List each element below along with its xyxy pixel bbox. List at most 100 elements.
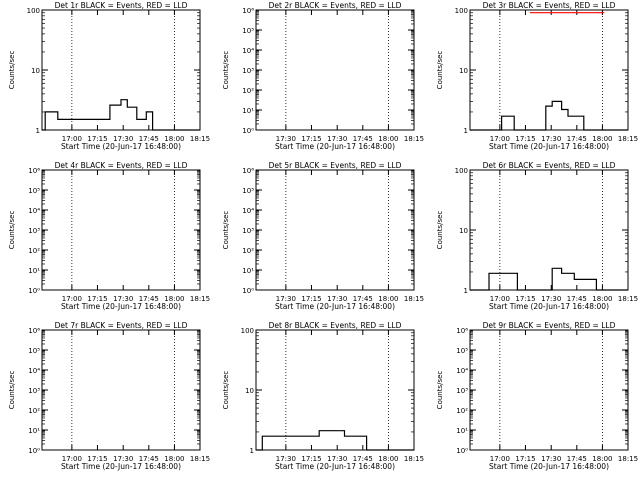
- chart-4-xlabel: Start Time (20-Jun-17 16:48:00): [61, 302, 181, 311]
- chart-5-ytick-label-6: 10⁵: [242, 187, 254, 195]
- chart-1-title: Det 1r BLACK = Events, RED = LLD: [55, 1, 188, 10]
- chart-3-xlabel: Start Time (20-Jun-17 16:48:00): [489, 142, 609, 151]
- chart-4-xtick-label-3: 17:30: [113, 295, 133, 303]
- chart-6-xtick-label-3: 17:30: [541, 295, 561, 303]
- chart-4-ylabel: Counts/sec: [8, 211, 16, 250]
- chart-9-frame: [469, 329, 629, 451]
- chart-5-ylabel: Counts/sec: [222, 211, 230, 250]
- chart-6-series-events-1: [470, 267, 628, 291]
- chart-3-xtick-label-1: 17:00: [490, 135, 510, 143]
- chart-8-ytick-label-2: 10: [245, 387, 254, 395]
- chart-5-ytick-label-3: 10²: [242, 247, 254, 255]
- chart-7-xtick-label-5: 18:00: [164, 455, 184, 463]
- chart-1-ytick-label-2: 10: [31, 67, 40, 75]
- chart-7-xlabel: Start Time (20-Jun-17 16:48:00): [61, 462, 181, 471]
- chart-4-ytick-label-4: 10³: [28, 227, 40, 235]
- chart-4-xtick-label-6: 18:15: [190, 295, 210, 303]
- chart-4-ytick-label-6: 10⁵: [28, 187, 40, 195]
- chart-9-xlabel: Start Time (20-Jun-17 16:48:00): [489, 462, 609, 471]
- chart-2-ytick-label-2: 10¹: [242, 107, 254, 115]
- chart-4-ytick-label-7: 10⁶: [28, 167, 40, 175]
- chart-3-frame: [469, 9, 629, 131]
- chart-7-xtick-label-6: 18:15: [190, 455, 210, 463]
- chart-1-xlabel: Start Time (20-Jun-17 16:48:00): [61, 142, 181, 151]
- chart-1-ytick-label-3: 100: [27, 7, 40, 15]
- chart-9-xtick-label-5: 18:00: [592, 455, 612, 463]
- chart-7-ylabel: Counts/sec: [8, 371, 16, 410]
- chart-8-xtick-label-3: 17:30: [327, 455, 347, 463]
- chart-9-ytick-label-4: 10³: [456, 387, 468, 395]
- chart-5-xtick-label-2: 17:15: [301, 295, 321, 303]
- chart-7-ytick-label-4: 10³: [28, 387, 40, 395]
- chart-9-ytick-label-1: 10⁰: [456, 447, 468, 455]
- chart-7-xtick-label-4: 17:45: [139, 455, 159, 463]
- chart-2-xtick-label-6: 18:15: [404, 135, 424, 143]
- chart-6-xtick-label-1: 17:00: [490, 295, 510, 303]
- chart-8-xtick-label-4: 17:45: [353, 455, 373, 463]
- chart-5-xtick-label-3: 17:30: [327, 295, 347, 303]
- chart-1-ytick-label-1: 1: [36, 127, 40, 135]
- chart-2-xtick-label-3: 17:30: [327, 135, 347, 143]
- chart-1-xtick-label-1: 17:00: [62, 135, 82, 143]
- chart-3-series-events-1: [470, 100, 628, 131]
- chart-2-xtick-label-2: 17:15: [301, 135, 321, 143]
- chart-5-xtick-label-1: 17:30: [276, 295, 296, 303]
- chart-2-xtick-label-1: 17:30: [276, 135, 296, 143]
- chart-8-ytick-label-1: 1: [250, 447, 254, 455]
- chart-2-xlabel: Start Time (20-Jun-17 16:48:00): [275, 142, 395, 151]
- chart-5-frame: [255, 169, 415, 291]
- chart-9-xtick-label-6: 18:15: [618, 455, 638, 463]
- chart-2-ytick-label-6: 10⁵: [242, 27, 254, 35]
- chart-2-ytick-label-5: 10⁴: [242, 47, 254, 55]
- chart-4-xtick-label-1: 17:00: [62, 295, 82, 303]
- chart-1-series-events-1: [42, 99, 200, 131]
- chart-5-xtick-label-4: 17:45: [353, 295, 373, 303]
- chart-3-title: Det 3r BLACK = Events, RED = LLD: [483, 1, 616, 10]
- chart-1-xtick-label-5: 18:00: [164, 135, 184, 143]
- chart-7-ytick-label-6: 10⁵: [28, 347, 40, 355]
- chart-8-xtick-label-5: 18:00: [378, 455, 398, 463]
- chart-1-xtick-label-4: 17:45: [139, 135, 159, 143]
- chart-6-xtick-label-4: 17:45: [567, 295, 587, 303]
- chart-9-ytick-label-5: 10⁴: [456, 367, 468, 375]
- chart-8-xtick-label-1: 17:30: [276, 455, 296, 463]
- chart-8-xtick-label-6: 18:15: [404, 455, 424, 463]
- chart-6-xlabel: Start Time (20-Jun-17 16:48:00): [489, 302, 609, 311]
- chart-6-xtick-label-2: 17:15: [515, 295, 535, 303]
- chart-9-ytick-label-7: 10⁶: [456, 327, 468, 335]
- chart-6-xtick-label-6: 18:15: [618, 295, 638, 303]
- chart-3-xtick-label-2: 17:15: [515, 135, 535, 143]
- chart-9-xtick-label-3: 17:30: [541, 455, 561, 463]
- chart-5-xtick-label-5: 18:00: [378, 295, 398, 303]
- chart-7-ytick-label-2: 10¹: [28, 427, 40, 435]
- chart-6-ylabel: Counts/sec: [436, 211, 444, 250]
- chart-4-ytick-label-5: 10⁴: [28, 207, 40, 215]
- chart-3-xtick-label-3: 17:30: [541, 135, 561, 143]
- chart-2-frame: [255, 9, 415, 131]
- chart-5-ytick-label-1: 10⁰: [242, 287, 254, 295]
- chart-4-frame: [41, 169, 201, 291]
- chart-9-ylabel: Counts/sec: [436, 371, 444, 410]
- chart-5-ytick-label-7: 10⁶: [242, 167, 254, 175]
- chart-8-series-events-1: [256, 430, 414, 451]
- chart-4-xtick-label-2: 17:15: [87, 295, 107, 303]
- chart-8-ylabel: Counts/sec: [222, 371, 230, 410]
- chart-9-ytick-label-3: 10²: [456, 407, 468, 415]
- chart-8-xlabel: Start Time (20-Jun-17 16:48:00): [275, 462, 395, 471]
- chart-7-xtick-label-3: 17:30: [113, 455, 133, 463]
- chart-9-ytick-label-2: 10¹: [456, 427, 468, 435]
- chart-6-ytick-label-3: 100: [455, 167, 468, 175]
- chart-2-xtick-label-4: 17:45: [353, 135, 373, 143]
- chart-3-ytick-label-3: 100: [455, 7, 468, 15]
- chart-3-ylabel: Counts/sec: [436, 51, 444, 90]
- chart-2-title: Det 2r BLACK = Events, RED = LLD: [269, 1, 402, 10]
- chart-1-frame: [41, 9, 201, 131]
- chart-7-xtick-label-2: 17:15: [87, 455, 107, 463]
- chart-9-xtick-label-4: 17:45: [567, 455, 587, 463]
- chart-7-ytick-label-3: 10²: [28, 407, 40, 415]
- chart-3-ytick-label-2: 10: [459, 67, 468, 75]
- chart-4-ytick-label-1: 10⁰: [28, 287, 40, 295]
- chart-2-ytick-label-4: 10³: [242, 67, 254, 75]
